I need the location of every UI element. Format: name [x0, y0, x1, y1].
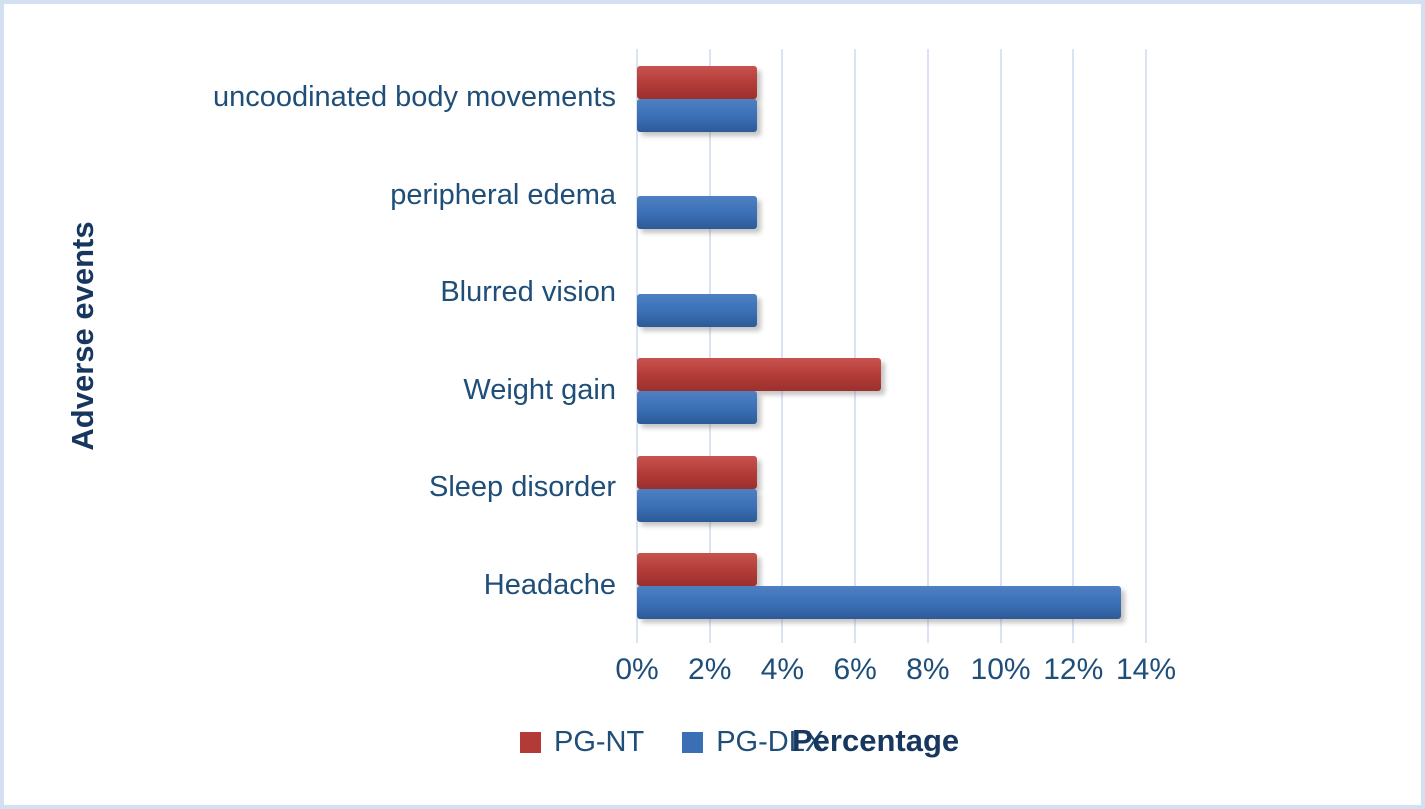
category-label-weight-gain: Weight gain — [463, 373, 616, 406]
gridline — [636, 49, 638, 634]
x-axis-tickmark — [999, 634, 1002, 643]
bar-pg-nt-sleep-disorder — [637, 455, 757, 489]
category-label-headache: Headache — [483, 568, 616, 601]
bar-pg-dlx-peripheral-edema — [637, 196, 757, 229]
category-label-blurred-vision: Blurred vision — [440, 276, 616, 309]
x-axis-tickmark — [708, 634, 711, 643]
bar-pg-nt-uncoodinated-body-movements — [637, 65, 757, 99]
legend-swatch-pg-dlx — [682, 732, 704, 753]
gridline — [1072, 49, 1075, 634]
bar-pg-dlx-headache — [637, 586, 1121, 619]
x-axis-tickmark — [781, 634, 784, 643]
bar-pg-dlx-weight-gain — [637, 391, 757, 424]
gridline — [708, 49, 711, 634]
plot-area — [636, 49, 1147, 634]
gridline — [1145, 49, 1147, 634]
x-tick-label: 10% — [970, 653, 1031, 686]
bar-pg-dlx-uncoodinated-body-movements — [637, 98, 757, 132]
gridline — [926, 49, 929, 634]
x-axis-tickmark — [636, 634, 638, 643]
x-tick-label: 6% — [833, 653, 877, 686]
legend-swatch-pg-nt — [520, 732, 541, 753]
x-tick-label: 2% — [688, 653, 732, 686]
x-axis-title: Percentage — [792, 723, 960, 758]
category-label-sleep-disorder: Sleep disorder — [429, 471, 616, 504]
legend-label-pg-nt: PG-NT — [554, 726, 645, 758]
x-tick-label: 8% — [906, 653, 950, 686]
x-tick-label: 4% — [760, 653, 805, 686]
x-axis-tickmark — [1145, 634, 1147, 643]
x-axis-tickmark — [1072, 634, 1075, 643]
x-tick-label: 14% — [1115, 653, 1177, 686]
x-axis-tickmark — [926, 634, 929, 643]
legend-label-pg-dlx: PG-DLX — [716, 726, 825, 758]
bar-pg-nt-headache — [637, 553, 757, 586]
legend: PG-NT PG-DLX — [520, 726, 862, 759]
bar-pg-nt-weight-gain — [637, 358, 881, 391]
legend-item-pg-nt: PG-NT — [520, 726, 644, 759]
x-tick-label: 0% — [615, 653, 659, 686]
x-axis-tickmark — [854, 634, 857, 643]
category-label-peripheral-edema: peripheral edema — [390, 178, 616, 211]
x-tick-label: 12% — [1043, 653, 1104, 686]
gridline — [781, 49, 784, 634]
category-axis: uncoodinated body movements peripheral ed… — [24, 49, 616, 634]
gridline — [999, 49, 1002, 634]
legend-item-pg-dlx: PG-DLX — [682, 726, 824, 759]
category-label-uncoodinated-body-movements: uncoodinated body movements — [212, 81, 616, 114]
bar-pg-dlx-blurred-vision — [637, 293, 757, 327]
gridline — [854, 49, 857, 634]
bar-pg-dlx-sleep-disorder — [637, 488, 757, 522]
